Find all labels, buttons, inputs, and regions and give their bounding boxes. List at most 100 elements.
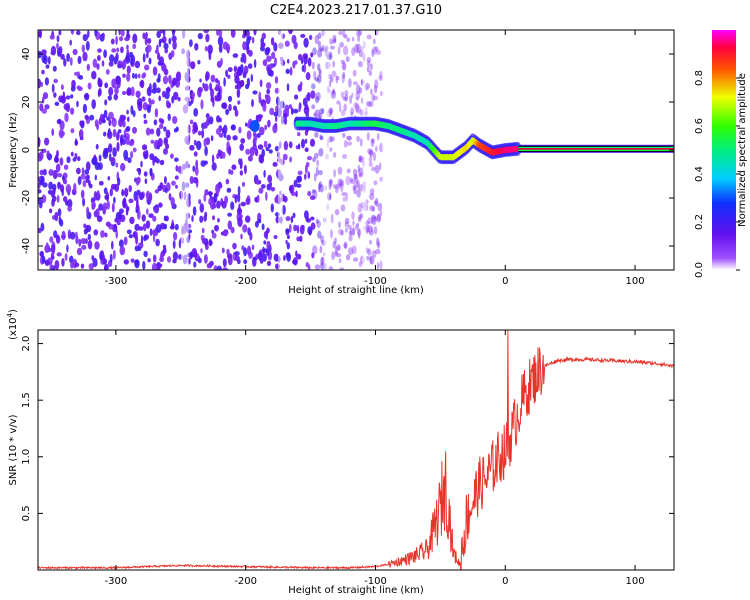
noise-speckle [79,120,83,126]
noise-speckle [319,134,323,140]
noise-speckle [270,37,275,46]
noise-speckle [232,135,238,141]
noise-speckle [343,103,348,112]
noise-speckle [241,181,246,187]
noise-speckle [211,162,217,171]
noise-speckle [142,223,147,232]
noise-speckle [170,153,174,159]
noise-speckle [143,119,148,125]
noise-speckle [158,95,161,102]
noise-speckle [70,94,74,99]
noise-speckle [341,109,346,117]
noise-speckle [377,240,381,249]
noise-speckle [301,65,305,72]
noise-speckle [38,189,42,194]
noise-speckle [330,213,334,224]
noise-speckle [317,32,322,39]
noise-speckle [357,229,361,240]
noise-speckle [354,174,358,180]
noise-speckle [267,119,271,128]
noise-speckle [129,216,135,225]
tone-blob [249,120,260,132]
noise-speckle [355,174,358,184]
noise-speckle [340,59,345,64]
noise-speckle [96,190,100,197]
noise-speckle [122,120,126,128]
noise-speckle [218,44,223,53]
noise-speckle [69,57,73,66]
noise-speckle [130,105,134,115]
noise-speckle [146,38,152,44]
noise-speckle [46,260,50,266]
noise-speckle [319,245,323,253]
noise-speckle [272,162,278,167]
colorbar-ticks: 0.0 0.2 0.4 0.6 0.8 [694,70,740,278]
noise-speckle [218,88,221,98]
noise-speckle [292,212,296,219]
noise-speckle [332,60,335,68]
noise-speckle [293,224,298,232]
noise-speckle [132,72,135,79]
noise-speckle [145,192,149,197]
noise-speckle [104,265,108,270]
noise-speckle [319,135,324,141]
noise-speckle [137,246,142,251]
noise-speckle [332,184,336,189]
noise-speckle [338,30,343,36]
noise-speckle [332,240,337,249]
noise-speckle [247,35,252,41]
noise-speckle [234,84,239,90]
noise-speckle [256,133,261,138]
noise-speckle [331,70,337,78]
noise-speckle [189,39,193,47]
noise-speckle [266,260,272,266]
noise-speckle [159,56,164,66]
noise-speckle [230,30,236,38]
noise-speckle [85,161,91,171]
noise-speckle [234,194,238,204]
noise-speckle [368,239,373,245]
noise-speckle [116,47,120,53]
noise-speckle [371,250,377,259]
noise-speckle [292,60,296,69]
noise-speckle [359,138,363,147]
noise-speckle [242,224,248,233]
noise-speckle [134,60,141,69]
noise-speckle [342,45,349,56]
noise-speckle [148,193,152,203]
noise-speckle [207,191,213,196]
noise-speckle [199,78,202,83]
noise-speckle [115,75,120,85]
noise-speckle [127,116,130,122]
noise-speckle [213,193,218,203]
noise-speckle [374,79,379,89]
snr-x-tick-label: -100 [364,576,387,587]
noise-speckle [357,214,363,220]
noise-speckle [98,203,104,211]
noise-speckle [246,245,252,256]
noise-speckle [356,135,360,142]
noise-speckle [227,212,233,217]
noise-speckle [159,159,165,166]
noise-speckle [134,73,138,79]
noise-speckle [54,101,60,107]
noise-speckle [353,81,358,86]
noise-speckle [230,201,235,211]
noise-speckle [119,245,126,256]
noise-speckle [132,110,136,118]
noise-speckle [283,140,289,151]
noise-speckle [77,156,81,162]
noise-speckle [283,255,286,261]
noise-speckle [69,39,72,46]
noise-speckle [117,60,123,69]
noise-speckle [285,68,290,75]
spectrogram-y-tick-label: -40 [21,238,32,254]
noise-speckle [338,245,341,251]
noise-speckle [194,166,199,176]
noise-speckle [167,113,171,121]
noise-speckle [309,195,316,200]
spectrogram-y-tick-label: 40 [21,48,32,61]
snr-y-tick-label: 1.5 [21,392,32,408]
noise-speckle [367,217,373,225]
noise-speckle [286,83,290,92]
